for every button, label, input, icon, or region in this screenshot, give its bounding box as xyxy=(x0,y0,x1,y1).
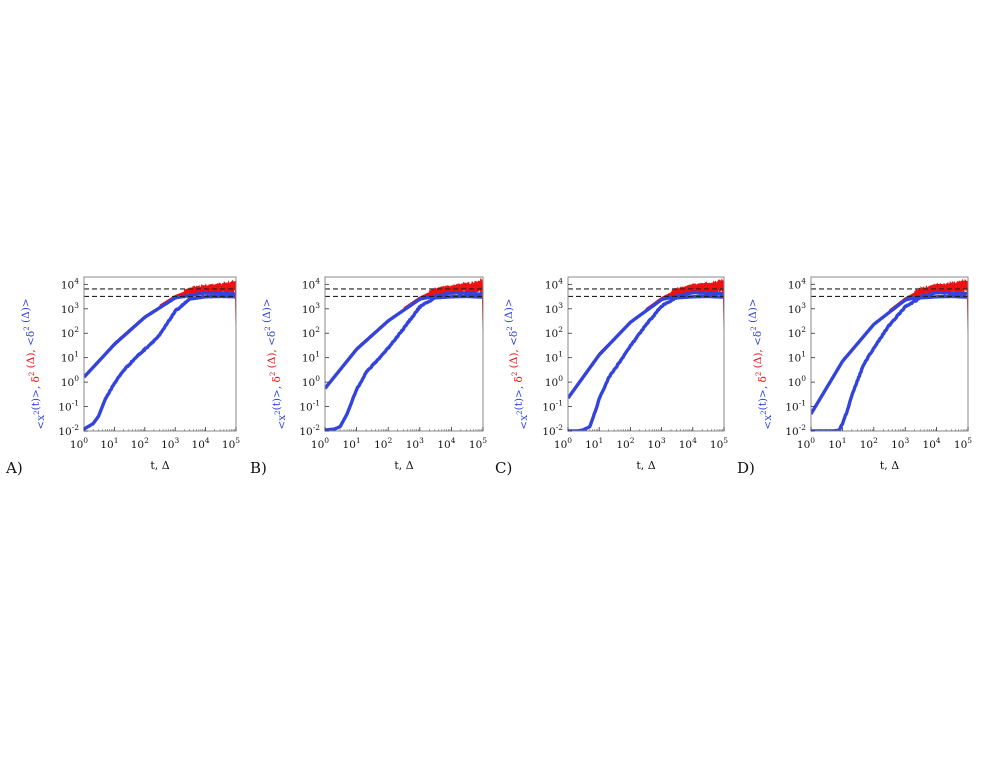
x-tick-label: 105 xyxy=(954,436,972,451)
y-tick-label: 104 xyxy=(788,276,806,291)
plot-area xyxy=(84,279,236,431)
panel-c: 100 101 102 103 104 105 10-2 10-1 100 101 102 103 10… xyxy=(495,276,728,477)
time-averaged-trajectory xyxy=(568,281,724,398)
mean-time-averaged-line xyxy=(568,290,724,400)
x-tick-label: 102 xyxy=(616,436,634,451)
time-averaged-trajectory xyxy=(811,278,968,415)
mean-time-averaged-line xyxy=(811,290,968,415)
x-tick-label: 103 xyxy=(648,436,666,451)
x-tick-label: 105 xyxy=(469,436,487,451)
y-tick-label: 102 xyxy=(545,325,563,340)
x-tick-label: 101 xyxy=(100,436,118,451)
x-tick-label: 102 xyxy=(860,436,878,451)
time-averaged-trajectory xyxy=(568,281,724,398)
y-tick-label: 103 xyxy=(788,301,806,316)
panel-b: 100 101 102 103 104 105 10-2 10-1 100 101 102 103 10… xyxy=(250,276,487,477)
y-tick-label: 10-1 xyxy=(785,399,806,414)
axes-frame xyxy=(567,276,725,432)
y-tick-label: 101 xyxy=(302,350,320,365)
x-tick-label: 101 xyxy=(343,436,361,451)
y-tick-label: 10-2 xyxy=(785,423,806,438)
y-tick-label: 10-2 xyxy=(299,423,320,438)
x-tick-label: 105 xyxy=(710,436,728,451)
x-tick-label: 100 xyxy=(797,436,815,451)
x-tick-label: 100 xyxy=(554,436,572,451)
plot-area xyxy=(568,278,724,431)
time-averaged-noise xyxy=(670,280,724,298)
y-tick-label: 10-1 xyxy=(58,399,79,414)
x-axis-label: t, Δ xyxy=(150,459,169,472)
y-tick-label: 104 xyxy=(545,276,563,291)
ensemble-msd-line xyxy=(811,294,968,431)
y-tick-label: 100 xyxy=(545,374,563,389)
x-tick-label: 101 xyxy=(828,436,846,451)
axes-frame xyxy=(324,276,484,432)
x-tick-label: 101 xyxy=(585,436,603,451)
y-tick-label: 101 xyxy=(61,350,79,365)
y-tick-label: 102 xyxy=(302,325,320,340)
x-axis-label: t, Δ xyxy=(394,459,413,472)
y-tick-label: 10-1 xyxy=(542,399,563,414)
x-tick-label: 100 xyxy=(70,436,88,451)
time-averaged-noise xyxy=(183,280,236,299)
y-tick-label: 103 xyxy=(61,301,79,316)
axes-frame xyxy=(810,276,969,432)
panel-letter: D) xyxy=(737,459,755,477)
time-averaged-trajectory xyxy=(811,280,968,415)
mean-time-averaged-line xyxy=(325,290,483,390)
y-tick-label: 10-1 xyxy=(299,399,320,414)
y-axis-label: <x2(t)>, δ2 (Δ), <δ2 (Δ)> xyxy=(747,298,774,429)
x-tick-label: 102 xyxy=(131,436,149,451)
panel-a: 100 101 102 103 104 105 10-2 10-1 100 101 102 103 10… xyxy=(5,276,240,477)
y-tick-label: 10-2 xyxy=(542,423,563,438)
time-averaged-trajectory xyxy=(811,280,968,415)
y-tick-label: 103 xyxy=(545,301,563,316)
y-tick-label: 101 xyxy=(788,350,806,365)
y-tick-label: 103 xyxy=(302,301,320,316)
ensemble-msd-line xyxy=(325,294,483,431)
plot-area xyxy=(325,277,483,431)
x-tick-label: 103 xyxy=(161,436,179,451)
x-tick-label: 104 xyxy=(923,436,941,451)
x-tick-label: 104 xyxy=(679,436,697,451)
time-averaged-trajectory xyxy=(811,280,968,415)
y-axis-label: <x2(t)>, δ2 (Δ), <δ2 (Δ)> xyxy=(20,298,47,429)
x-tick-label: 103 xyxy=(406,436,424,451)
y-tick-label: 10-2 xyxy=(58,423,79,438)
panel-letter: A) xyxy=(5,459,23,477)
x-axis-label: t, Δ xyxy=(880,459,899,472)
y-tick-label: 100 xyxy=(61,374,79,389)
y-axis-label: <x2(t)>, δ2 (Δ), <δ2 (Δ)> xyxy=(261,298,288,429)
time-averaged-trajectory xyxy=(811,282,968,415)
y-tick-label: 100 xyxy=(302,374,320,389)
panel-letter: B) xyxy=(250,459,267,477)
y-tick-label: 101 xyxy=(545,350,563,365)
time-averaged-trajectory xyxy=(811,281,968,415)
y-tick-label: 102 xyxy=(61,325,79,340)
time-averaged-trajectory xyxy=(568,280,724,398)
y-tick-label: 104 xyxy=(61,276,79,291)
panel-d: 100 101 102 103 104 105 10-2 10-1 100 101 102 103 10… xyxy=(737,276,972,477)
ensemble-msd-line xyxy=(84,294,236,431)
y-tick-label: 104 xyxy=(302,276,320,291)
y-tick-label: 100 xyxy=(788,374,806,389)
x-tick-label: 102 xyxy=(374,436,392,451)
mean-time-averaged-line xyxy=(84,290,236,379)
axes-frame xyxy=(83,276,237,432)
x-tick-label: 100 xyxy=(311,436,329,451)
x-tick-label: 103 xyxy=(891,436,909,451)
x-tick-label: 104 xyxy=(192,436,210,451)
plot-area xyxy=(811,278,968,431)
y-axis-label: <x2(t)>, δ2 (Δ), <δ2 (Δ)> xyxy=(503,298,530,429)
x-tick-label: 104 xyxy=(437,436,455,451)
panel-letter: C) xyxy=(495,459,512,477)
x-axis-label: t, Δ xyxy=(636,459,655,472)
x-tick-label: 105 xyxy=(222,436,240,451)
y-tick-label: 102 xyxy=(788,325,806,340)
